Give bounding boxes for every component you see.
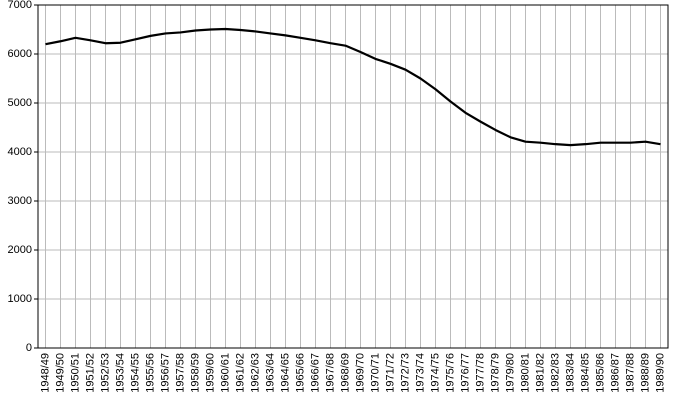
x-tick-label: 1962/63	[249, 353, 261, 393]
x-tick-label: 1957/58	[174, 353, 186, 393]
x-tick-label: 1970/71	[369, 353, 381, 393]
x-tick-label: 1984/85	[579, 353, 591, 393]
y-tick-label: 6000	[8, 48, 32, 60]
x-tick-label: 1959/60	[204, 353, 216, 393]
x-tick-label: 1977/78	[474, 353, 486, 393]
x-tick-label: 1960/61	[219, 353, 231, 393]
x-tick-label: 1964/65	[279, 353, 291, 393]
x-tick-label: 1968/69	[339, 353, 351, 393]
x-tick-label: 1989/90	[654, 353, 666, 393]
x-tick-label: 1955/56	[144, 353, 156, 393]
x-tick-label: 1956/57	[159, 353, 171, 393]
x-tick-label: 1988/89	[639, 353, 651, 393]
x-tick-label: 1958/59	[189, 353, 201, 393]
x-tick-label: 1983/84	[564, 353, 576, 393]
y-tick-label: 4000	[8, 146, 32, 158]
x-tick-label: 1954/55	[129, 353, 141, 393]
plot-frame	[37, 4, 669, 349]
x-tick-label: 1948/49	[39, 353, 51, 393]
x-tick-label: 1979/80	[504, 353, 516, 393]
x-tick-label: 1949/50	[54, 353, 66, 393]
x-tick-label: 1953/54	[114, 353, 126, 393]
x-tick-label: 1978/79	[489, 353, 501, 393]
x-tick-label: 1967/68	[324, 353, 336, 393]
x-tick-label: 1950/51	[69, 353, 81, 393]
x-tick-label: 1985/86	[594, 353, 606, 393]
x-tick-label: 1975/76	[444, 353, 456, 393]
x-tick-label: 1966/67	[309, 353, 321, 393]
y-tick-label: 3000	[8, 195, 32, 207]
x-tick-label: 1987/88	[624, 353, 636, 393]
x-tick-label: 1951/52	[84, 353, 96, 393]
data-line	[45, 27, 661, 147]
x-tick-label: 1982/83	[549, 353, 561, 393]
y-tick-label: 2000	[8, 244, 32, 256]
x-tick-label: 1974/75	[429, 353, 441, 393]
x-tick-label: 1986/87	[609, 353, 621, 393]
x-tick-label: 1969/70	[354, 353, 366, 393]
x-tick-label: 1965/66	[294, 353, 306, 393]
x-tick-label: 1961/62	[234, 353, 246, 393]
x-tick-label: 1963/64	[264, 353, 276, 393]
x-tick-label: 1952/53	[99, 353, 111, 393]
y-tick-label: 1000	[8, 293, 32, 305]
y-tick-label: 5000	[8, 97, 32, 109]
x-tick-label: 1971/72	[384, 353, 396, 393]
x-tick-label: 1976/77	[459, 353, 471, 393]
x-tick-label: 1973/74	[414, 353, 426, 393]
x-tick-label: 1981/82	[534, 353, 546, 393]
y-tick-label: 0	[26, 342, 32, 354]
x-tick-label: 1972/73	[399, 353, 411, 393]
x-tick-label: 1980/81	[519, 353, 531, 393]
y-tick-label: 7000	[8, 0, 32, 11]
